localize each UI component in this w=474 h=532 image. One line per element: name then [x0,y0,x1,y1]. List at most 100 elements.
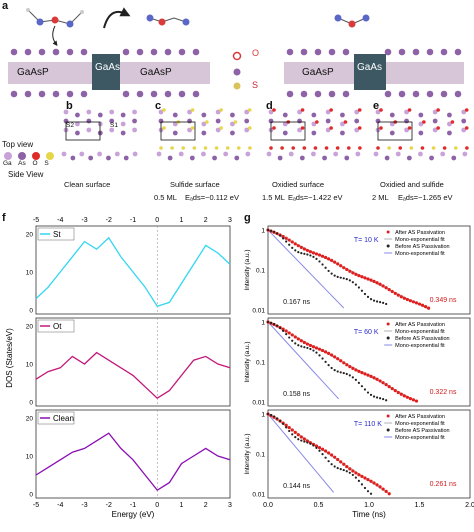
fit-before-line [267,413,335,493]
surface-atom [412,48,420,56]
before-point [369,492,373,495]
x-tick-top: 0 [155,217,159,224]
side-adsorbate [248,146,252,150]
atom [404,118,409,124]
y-tick: 1 [261,412,265,419]
after-point [357,369,361,373]
before-point [369,298,373,301]
x-tick: 0.5 [314,502,324,509]
after-point [327,257,331,261]
legend-marker [386,414,390,418]
after-point [336,457,340,462]
before-point [351,376,354,379]
after-point [339,359,343,363]
side-atom [344,155,350,161]
side-adsorbate [376,146,380,150]
after-point [396,293,400,297]
before-point [324,360,327,363]
atom [282,130,288,136]
side-atom [288,151,294,157]
after-point [336,262,340,266]
side-adsorbate [280,146,284,150]
before-point [306,346,309,350]
side-atom [201,151,206,157]
before-point [360,289,364,292]
adsorbate-atom [464,108,469,112]
atom [215,118,221,124]
after-point [354,368,358,372]
atom [282,112,288,118]
after-point [402,296,406,300]
legend-box [37,227,75,241]
before-point [288,336,291,339]
before-point [330,272,333,275]
after-point [320,348,325,353]
atom [109,109,115,115]
after-point [320,447,325,451]
before-point [272,322,276,326]
after-point [327,351,331,355]
after-point [381,381,385,385]
caption-d-ml: 1.5 ML [262,193,285,202]
surface-atom [80,90,88,98]
side-adsorbate [291,146,296,150]
before-point [360,385,364,388]
after-point [366,277,370,281]
atom [97,112,103,118]
side-atom [70,155,76,161]
surface-atom [192,90,200,98]
x-axis-label: Time (ns) [352,510,386,519]
after-point [314,444,319,448]
adsorbate-atom [407,126,412,130]
x-tick: 1 [180,502,184,509]
before-point [282,237,285,240]
surface-atom [286,48,294,56]
after-point [296,433,300,437]
before-point [291,433,294,436]
structure-e [373,108,469,161]
caption-c: Sulfide surface [170,180,220,189]
side-adsorbate [313,146,318,150]
before-point [309,347,312,351]
atom [311,112,317,118]
atom [172,130,178,136]
side-adsorbate [346,146,351,150]
after-point [299,339,303,343]
before-point [294,436,297,439]
side-atom [106,155,111,161]
x-tick-top: -2 [106,217,112,224]
side-adsorbate [335,146,340,150]
x-tick: -2 [106,502,112,509]
slab-label-center: GaAs [95,62,121,73]
surface-atom [80,48,88,56]
atom [340,130,345,136]
structure-d [266,108,362,161]
legend-label: Mono-exponential fit [395,435,445,441]
panel-label-e: e [373,100,380,112]
atom [187,118,192,124]
after-point [372,376,376,380]
atom [447,130,452,136]
side-atom [123,155,129,161]
legend-label: After AS Passivation [395,414,445,420]
element-legend-labels: Ga As O S [3,160,49,167]
slab-center [92,54,120,90]
surface-atom [136,90,144,98]
legend-label: Mono-exponential fit [395,329,445,335]
atom [158,109,164,115]
before-point [318,260,321,263]
panel-label-a: a [2,0,9,12]
surface-atom [136,48,144,56]
before-point [297,344,300,347]
slab-left [8,62,92,84]
before-point [291,339,294,342]
x-tick: -1 [130,502,136,509]
after-point [293,242,297,246]
before-point [333,274,336,277]
side-adsorbate [269,146,273,150]
after-point [284,329,288,333]
side-adsorbate [192,146,197,150]
atom [432,109,438,115]
before-point [318,449,321,452]
y-tick: 0.1 [256,360,265,367]
